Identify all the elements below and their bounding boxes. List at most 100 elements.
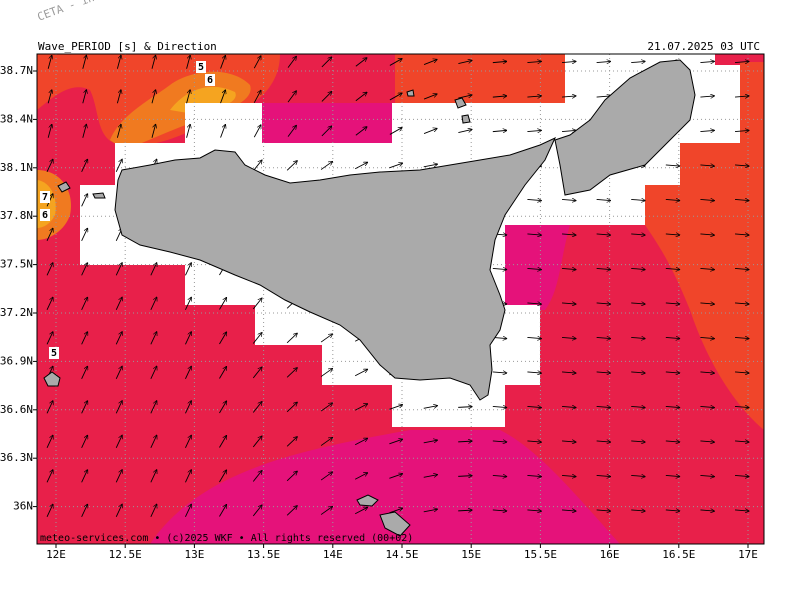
direction-arrow xyxy=(46,297,53,311)
calabria xyxy=(554,59,696,196)
direction-arrow xyxy=(354,162,367,170)
direction-arrow xyxy=(631,510,645,511)
direction-arrow xyxy=(46,401,53,414)
direction-arrow xyxy=(115,504,122,518)
footer: meteo-services.com • (c)2025 WKF • All r… xyxy=(40,533,413,544)
direction-arrow xyxy=(458,407,472,408)
direction-arrow xyxy=(116,90,121,104)
direction-arrow xyxy=(561,96,576,97)
lat-label: 38.1N xyxy=(0,161,33,174)
watermark: CETA - in xyxy=(36,0,96,24)
lat-label: 36.6N xyxy=(0,403,33,416)
direction-arrow xyxy=(389,93,402,101)
direction-arrow xyxy=(665,475,680,476)
direction-arrow xyxy=(700,234,714,235)
direction-arrow xyxy=(389,163,402,169)
lat-label: 36.9N xyxy=(0,354,33,367)
direction-arrow xyxy=(320,437,332,446)
lon-label: 16E xyxy=(600,548,620,561)
direction-arrow xyxy=(252,298,262,310)
direction-arrow xyxy=(596,475,611,476)
direction-arrow xyxy=(631,234,645,235)
direction-arrow xyxy=(185,435,191,449)
direction-arrow xyxy=(700,199,714,200)
direction-arrow xyxy=(734,61,749,62)
direction-arrow xyxy=(734,96,749,97)
direction-arrow xyxy=(115,159,122,173)
direction-arrow xyxy=(115,332,122,345)
direction-arrow xyxy=(700,61,714,62)
direction-arrow xyxy=(252,333,262,344)
direction-arrow xyxy=(186,124,191,138)
axes: 12E 12.5E 13E 13.5E 14E 14.5E 15E 15.5E 16E 16.5E… xyxy=(0,64,758,561)
direction-arrow xyxy=(46,332,53,345)
direction-arrow xyxy=(561,441,576,442)
direction-arrow xyxy=(46,470,53,483)
direction-arrow xyxy=(389,405,402,410)
direction-arrow xyxy=(320,334,332,343)
direction-arrow xyxy=(458,476,472,477)
direction-arrow xyxy=(665,406,680,407)
direction-arrow xyxy=(734,406,749,407)
direction-arrow xyxy=(46,159,53,173)
direction-arrow xyxy=(492,406,507,407)
lat-label: 37.5N xyxy=(0,258,33,271)
lon-label: 12.5E xyxy=(109,548,142,561)
direction-arrow xyxy=(116,124,121,138)
direction-arrow xyxy=(46,228,53,242)
direction-arrow xyxy=(287,91,296,103)
direction-arrow xyxy=(220,124,226,138)
island xyxy=(57,89,471,199)
direction-arrow xyxy=(389,508,402,514)
direction-arrow xyxy=(561,268,576,269)
period-zone xyxy=(395,54,570,106)
direction-arrow xyxy=(665,199,680,200)
direction-arrow xyxy=(561,303,576,304)
direction-arrow xyxy=(423,94,437,100)
direction-arrow xyxy=(458,129,472,134)
direction-arrow xyxy=(253,125,261,138)
period-zone xyxy=(150,430,620,544)
direction-arrow xyxy=(492,510,507,511)
direction-arrow xyxy=(151,124,156,138)
direction-arrow xyxy=(734,268,749,269)
direction-arrow xyxy=(219,401,226,414)
direction-arrow xyxy=(631,61,645,62)
direction-arrow xyxy=(734,337,749,338)
contour-label-box xyxy=(40,191,50,203)
direction-arrow xyxy=(355,58,367,67)
lon-label: 15E xyxy=(461,548,481,561)
direction-arrow xyxy=(527,61,541,62)
direction-arrow xyxy=(700,406,714,407)
direction-arrow xyxy=(596,406,611,407)
direction-arrow xyxy=(423,164,438,168)
direction-arrow xyxy=(115,435,122,449)
direction-arrow xyxy=(734,510,749,511)
direction-arrow xyxy=(150,366,157,380)
contour-label: 5 xyxy=(51,348,57,359)
lat-label: 38.7N xyxy=(0,64,33,77)
direction-arrow xyxy=(320,368,332,377)
direction-arrow xyxy=(492,61,507,62)
direction-arrow xyxy=(286,402,297,413)
direction-arrow xyxy=(527,441,541,442)
direction-arrow xyxy=(115,297,122,311)
direction-arrow xyxy=(81,194,88,207)
direction-arrow xyxy=(219,504,226,517)
direction-arrow xyxy=(596,199,611,200)
direction-arrow xyxy=(734,130,749,131)
direction-arrow xyxy=(527,303,541,304)
direction-arrow xyxy=(46,504,53,518)
direction-arrow xyxy=(527,510,541,511)
direction-arrow xyxy=(423,440,438,444)
direction-arrow xyxy=(150,332,157,345)
direction-arrow xyxy=(423,475,438,478)
direction-arrow xyxy=(286,333,297,344)
direction-arrow xyxy=(631,406,645,407)
direction-arrow xyxy=(596,510,611,511)
direction-arrow xyxy=(561,510,576,511)
direction-arrow xyxy=(527,337,541,338)
direction-arrow xyxy=(596,372,611,373)
direction-arrow xyxy=(252,471,262,482)
